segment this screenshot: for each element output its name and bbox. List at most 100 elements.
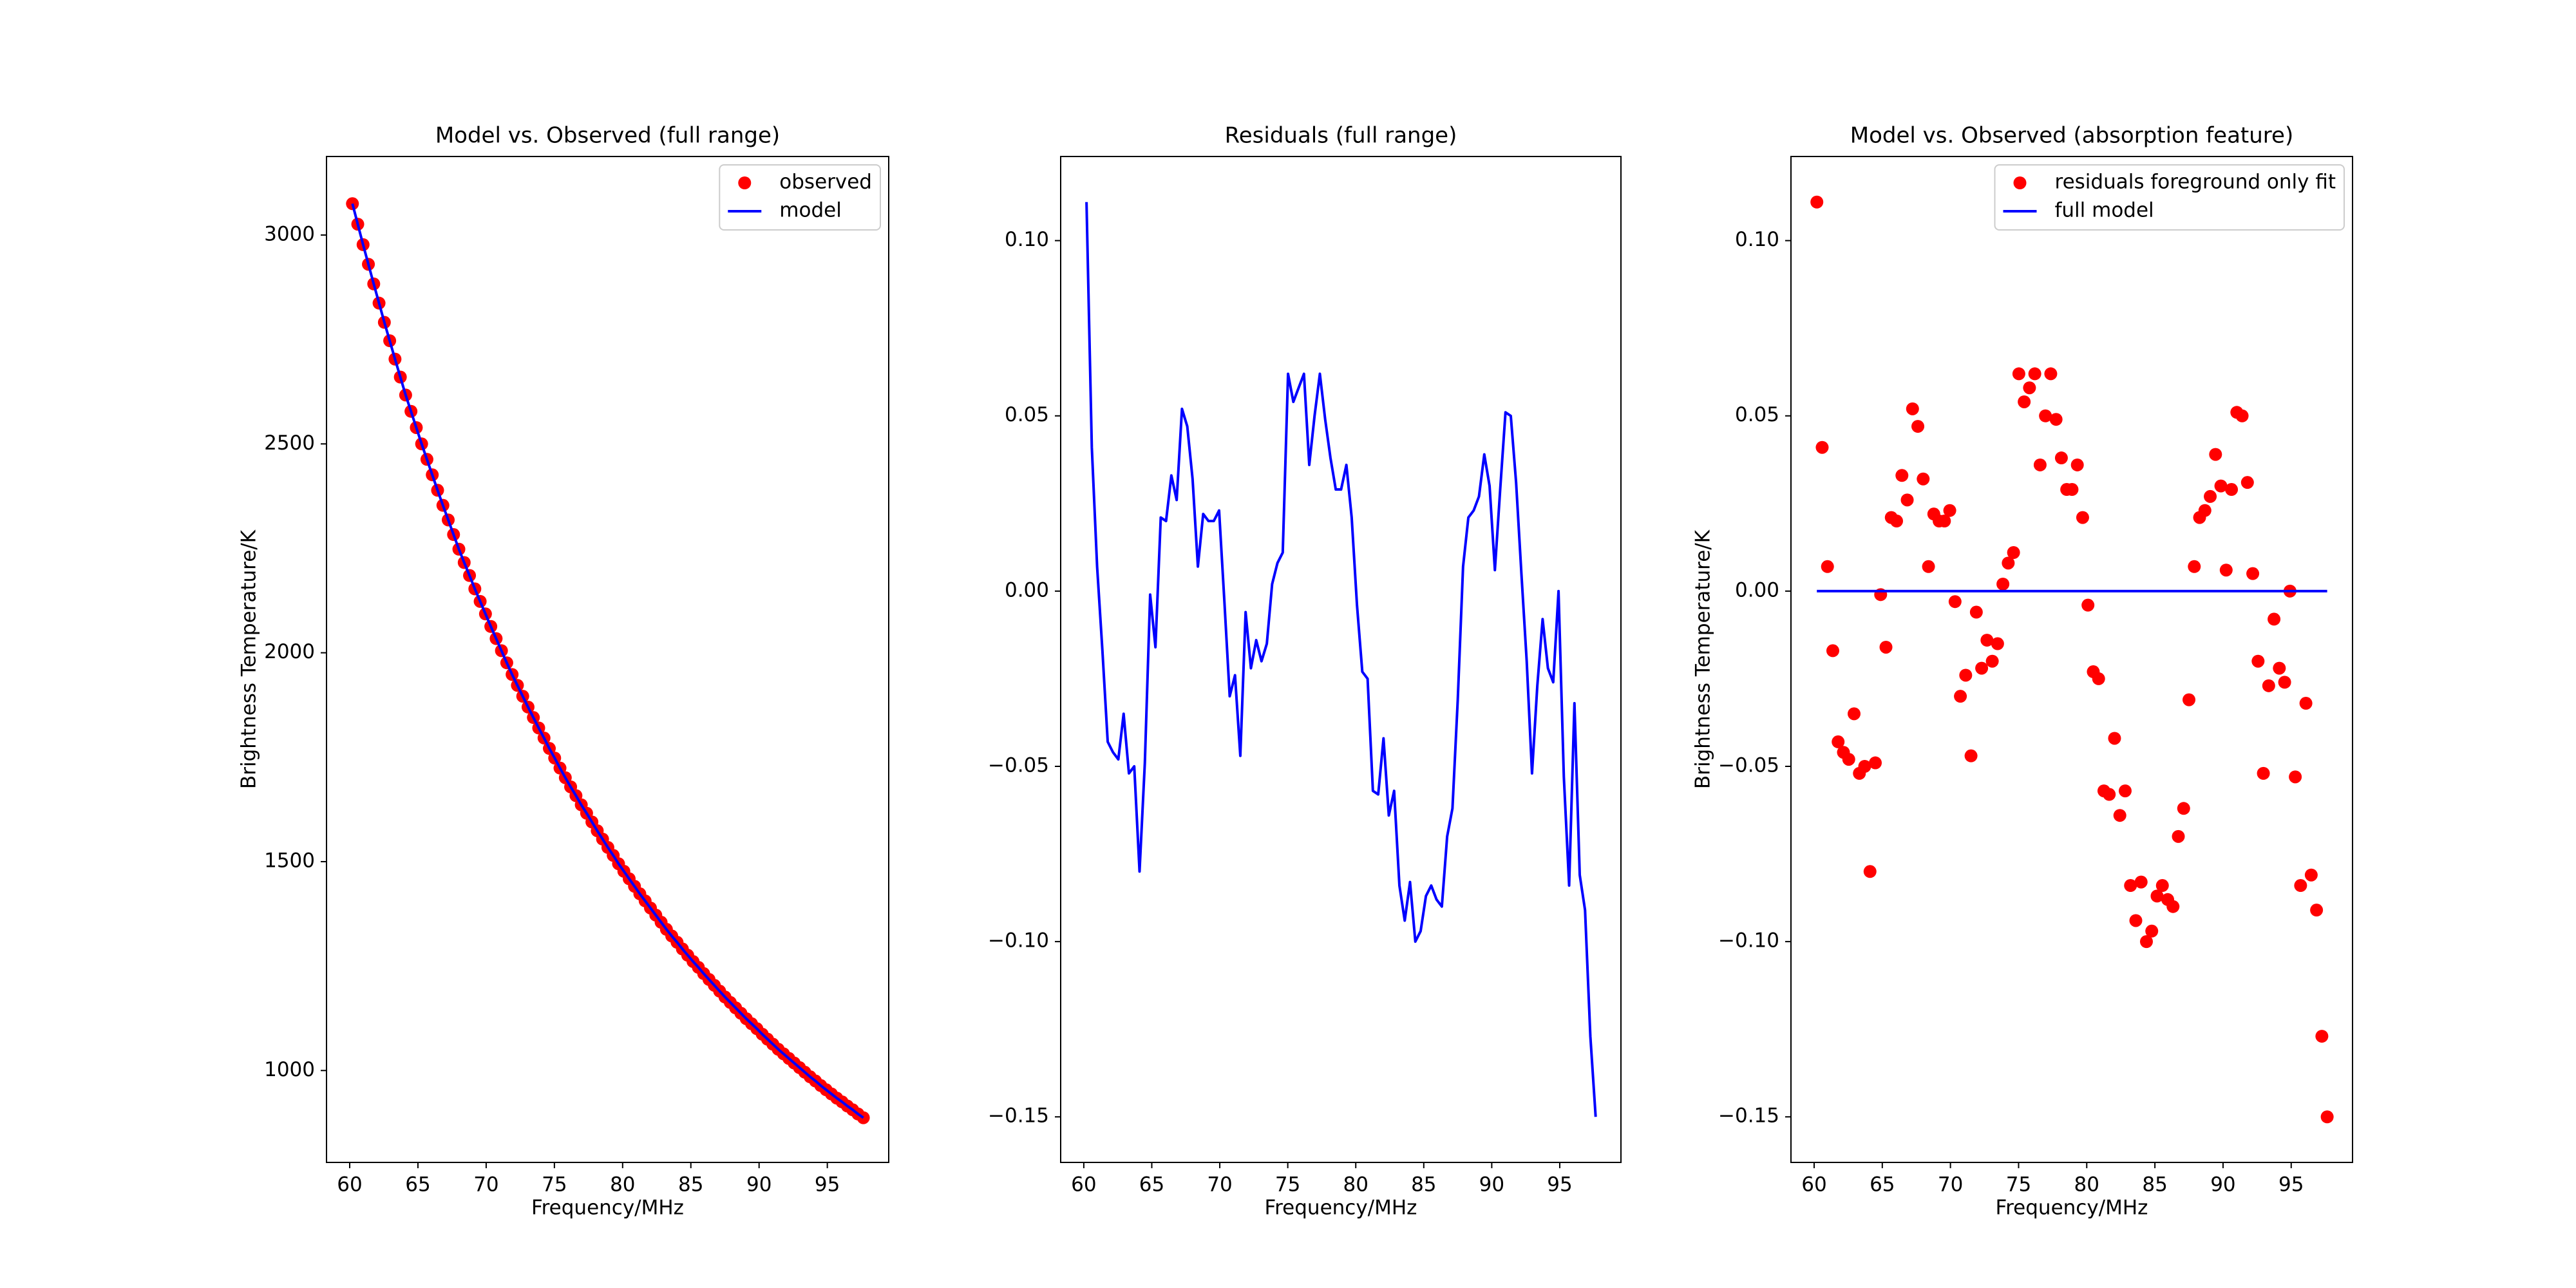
axes-frame: [1790, 156, 2353, 1163]
data-point: [1938, 515, 1951, 528]
x-tick-label: 65: [405, 1173, 430, 1197]
data-point: [2278, 676, 2291, 689]
data-point: [1964, 749, 1978, 762]
y-tick-label: 0.10: [1735, 228, 1779, 251]
data-point: [1869, 756, 1882, 770]
x-tick-label: 70: [1938, 1173, 1963, 1197]
data-point: [2044, 367, 2058, 381]
y-tick-label: −0.05: [988, 753, 1049, 777]
x-tick-label: 70: [1207, 1173, 1232, 1197]
data-point: [2177, 802, 2190, 815]
data-point: [2240, 476, 2254, 489]
data-point: [2320, 1110, 2334, 1124]
x-tick-label: 85: [678, 1173, 703, 1197]
x-tick-label: 95: [1547, 1173, 1572, 1197]
data-point: [2129, 914, 2143, 927]
data-point: [2124, 879, 2137, 893]
y-axis-label: Brightness Temperature/K: [1692, 529, 1715, 789]
data-line: [1085, 202, 1597, 1117]
subplot-title: Model vs. Observed (absorption feature): [1850, 123, 2293, 149]
x-tick-label: 90: [746, 1173, 772, 1197]
data-point: [2310, 904, 2324, 917]
data-point: [2108, 732, 2121, 745]
legend-box: [1994, 164, 2345, 231]
y-tick-label: −0.15: [1718, 1104, 1779, 1128]
data-point: [2150, 889, 2164, 903]
legend-marker: [738, 176, 752, 189]
data-point: [1996, 577, 2010, 591]
data-point: [1879, 640, 1893, 654]
data-point: [2023, 381, 2036, 395]
data-point: [2139, 935, 2153, 949]
data-point: [1826, 644, 1839, 658]
x-axis-label: Frequency/MHz: [1996, 1197, 2148, 1220]
x-tick-label: 65: [1139, 1173, 1164, 1197]
x-tick-label: 85: [1411, 1173, 1436, 1197]
x-tick-label: 75: [2006, 1173, 2031, 1197]
data-point: [2002, 556, 2015, 570]
subplot: Residuals (full range) 60 65 70 75 80 85 90 95 −0…: [988, 123, 1622, 1220]
x-tick-label: 75: [1275, 1173, 1300, 1197]
subplot: Model vs. Observed (absorption feature) 6…: [1692, 123, 2353, 1220]
data-point: [2054, 451, 2068, 465]
data-point: [2092, 672, 2105, 685]
data-point: [1815, 440, 1829, 454]
x-tick-label: 85: [2142, 1173, 2167, 1197]
data-point: [346, 197, 359, 211]
data-point: [2070, 458, 2084, 471]
legend-label: full model: [2055, 199, 2154, 222]
axes-frame: [326, 156, 889, 1163]
y-tick-label: −0.05: [1718, 753, 1779, 777]
data-point: [2219, 564, 2233, 577]
data-point: [2294, 879, 2307, 893]
data-point: [2209, 448, 2222, 461]
data-point: [1917, 472, 1930, 486]
data-point: [2268, 612, 2281, 626]
x-tick-label: 60: [337, 1173, 362, 1197]
legend-box: [719, 164, 881, 231]
data-point: [2134, 875, 2148, 889]
y-tick-label: 1000: [264, 1058, 315, 1081]
x-tick-label: 95: [815, 1173, 840, 1197]
x-axis-label: Frequency/MHz: [1265, 1197, 1417, 1220]
data-point: [2103, 788, 2116, 801]
x-tick-label: 90: [1479, 1173, 1504, 1197]
data-point: [2304, 868, 2318, 882]
subplot-title: Residuals (full range): [1225, 123, 1457, 149]
y-tick-label: −0.15: [988, 1104, 1049, 1128]
data-point: [2188, 560, 2201, 573]
data-point: [2225, 483, 2239, 497]
legend: observed model: [719, 164, 881, 231]
data-point: [2246, 567, 2260, 580]
data-point: [2028, 367, 2041, 381]
y-axis-label: Brightness Temperature/K: [238, 529, 261, 789]
x-tick-label: 80: [2074, 1173, 2099, 1197]
data-point: [1906, 402, 1919, 415]
data-point: [2018, 395, 2031, 408]
x-tick-label: 60: [1071, 1173, 1096, 1197]
y-tick-label: 0.00: [1005, 578, 1049, 601]
y-tick-label: −0.10: [1718, 929, 1779, 952]
x-tick-label: 95: [2278, 1173, 2304, 1197]
y-tick-label: 0.00: [1735, 578, 1779, 601]
legend-label: residuals foreground only fit: [2055, 171, 2336, 194]
y-tick-label: −0.10: [988, 929, 1049, 952]
data-point: [2145, 924, 2159, 938]
data-point: [2039, 409, 2052, 422]
subplot: Model vs. Observed (full range) 60 65 70 75 8…: [238, 123, 889, 1220]
y-tick-label: 0.05: [1735, 403, 1779, 426]
x-tick-label: 80: [1343, 1173, 1368, 1197]
x-tick-label: 75: [542, 1173, 567, 1197]
data-point: [2065, 483, 2079, 497]
x-tick-label: 80: [610, 1173, 635, 1197]
legend-label: model: [779, 199, 842, 222]
data-point: [1948, 595, 1962, 609]
data-point: [1847, 707, 1861, 721]
data-point: [2118, 784, 2132, 798]
y-tick-label: 1500: [264, 849, 315, 872]
data-point: [2273, 661, 2286, 675]
data-point: [2049, 413, 2063, 426]
data-point: [1895, 469, 1909, 482]
data-point: [2012, 367, 2025, 381]
